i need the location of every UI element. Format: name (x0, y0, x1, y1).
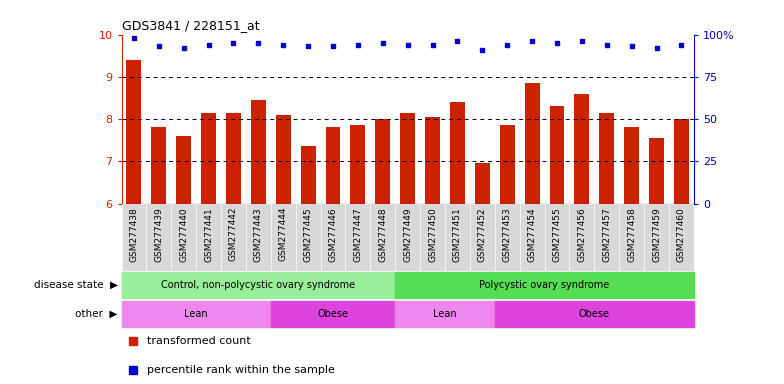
Bar (276, 115, 291, 204)
Bar (624, 127, 639, 204)
Bar (122, 301, 270, 327)
Bar (649, 138, 664, 204)
Text: GSM277453: GSM277453 (503, 207, 512, 262)
Text: GSM277456: GSM277456 (577, 207, 586, 262)
Bar (270, 301, 395, 327)
Bar (176, 136, 191, 204)
Text: GSM277454: GSM277454 (528, 207, 536, 262)
Bar (499, 125, 514, 204)
Text: GSM277440: GSM277440 (180, 207, 188, 262)
Bar (126, 60, 141, 204)
Bar (395, 272, 694, 298)
Text: Control, non-polycystic ovary syndrome: Control, non-polycystic ovary syndrome (162, 280, 355, 290)
Text: GSM277439: GSM277439 (154, 207, 163, 262)
Text: GSM277446: GSM277446 (328, 207, 338, 262)
Text: GSM277451: GSM277451 (453, 207, 462, 262)
Text: GSM277458: GSM277458 (627, 207, 636, 262)
Bar (251, 100, 266, 204)
Text: GSM277455: GSM277455 (553, 207, 561, 262)
Bar (350, 125, 365, 204)
Text: GSM277441: GSM277441 (204, 207, 213, 262)
Text: Obese: Obese (579, 309, 610, 319)
Bar (151, 127, 166, 204)
Text: GSM277448: GSM277448 (379, 207, 387, 262)
Text: Obese: Obese (318, 309, 349, 319)
Text: other  ▶: other ▶ (75, 309, 118, 319)
Bar (599, 113, 614, 204)
Bar (575, 94, 590, 204)
Bar (425, 117, 440, 204)
Text: Lean: Lean (434, 309, 457, 319)
Bar (524, 83, 539, 204)
Text: percentile rank within the sample: percentile rank within the sample (147, 365, 335, 375)
Bar (674, 119, 689, 204)
Bar (450, 102, 465, 204)
Text: Polycystic ovary syndrome: Polycystic ovary syndrome (479, 280, 610, 290)
Bar (475, 164, 490, 204)
Text: GSM277452: GSM277452 (477, 207, 487, 262)
Text: GSM277438: GSM277438 (129, 207, 139, 262)
Text: GDS3841 / 228151_at: GDS3841 / 228151_at (122, 19, 260, 32)
Bar (201, 113, 216, 204)
Bar (122, 272, 395, 298)
Text: GSM277447: GSM277447 (354, 207, 362, 262)
Text: GSM277450: GSM277450 (428, 207, 437, 262)
Text: GSM277442: GSM277442 (229, 207, 238, 262)
Bar (376, 119, 390, 204)
Bar (550, 106, 564, 204)
Text: Lean: Lean (184, 309, 208, 319)
Text: GSM277457: GSM277457 (602, 207, 612, 262)
Bar (325, 127, 340, 204)
Text: transformed count: transformed count (147, 336, 251, 346)
Text: GSM277460: GSM277460 (677, 207, 686, 262)
Text: GSM277449: GSM277449 (403, 207, 412, 262)
Bar (226, 113, 241, 204)
Bar (395, 301, 495, 327)
Text: GSM277444: GSM277444 (279, 207, 288, 262)
Text: GSM277459: GSM277459 (652, 207, 661, 262)
Bar (400, 113, 416, 204)
Bar (301, 146, 316, 204)
Text: disease state  ▶: disease state ▶ (34, 280, 118, 290)
Text: GSM277443: GSM277443 (254, 207, 263, 262)
Text: GSM277445: GSM277445 (303, 207, 313, 262)
Bar (495, 301, 694, 327)
